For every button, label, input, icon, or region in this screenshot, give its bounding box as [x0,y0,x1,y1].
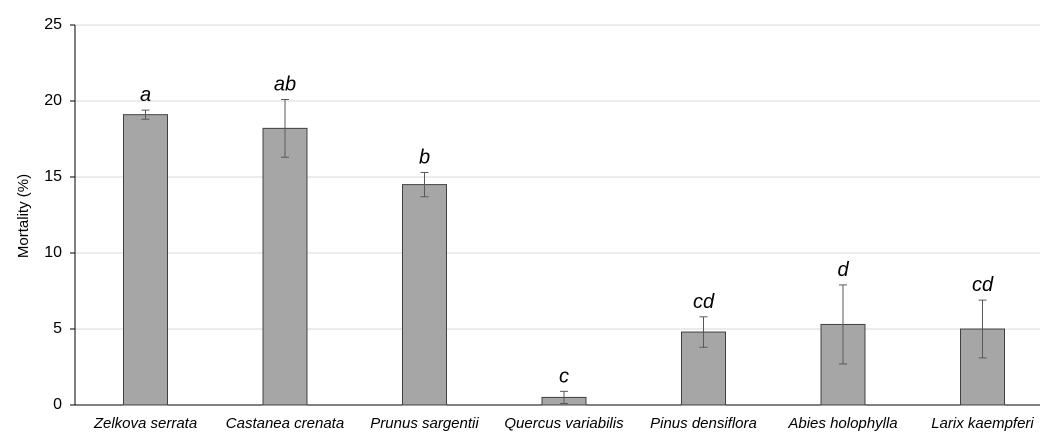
bars [123,114,1005,406]
error-bars [141,98,987,404]
significance-labels: a ab b c cd d cd [140,73,994,387]
y-axis-title: Mortality (%) [15,174,32,258]
bar [123,114,168,406]
category-label: Larix kaempferi [931,415,1034,432]
significance-label: c [559,365,569,387]
y-tick-label: 20 [44,92,62,109]
category-label: Prunus sargentii [370,415,479,432]
bar [402,184,447,406]
category-label: Zelkova serrata [93,415,197,432]
y-tick-label: 10 [44,244,62,261]
significance-label: a [140,84,151,106]
category-label: Quercus variabilis [504,415,624,432]
category-label: Abies holophylla [787,415,897,432]
significance-label: d [837,259,849,281]
significance-label: cd [693,291,715,313]
y-tick-label: 15 [44,168,62,185]
y-tick-label: 5 [53,320,62,337]
significance-label: cd [972,274,994,296]
bar [262,127,308,406]
category-label: Castanea crenata [226,415,344,432]
y-tick-label: 25 [44,16,62,33]
gridlines [75,24,1040,330]
y-tick-label: 0 [53,396,62,413]
category-labels: Zelkova serrata Castanea crenata Prunus sa… [93,415,1035,432]
significance-label: b [419,146,430,168]
axes [70,24,1040,406]
y-tick-labels: 0 5 10 15 20 25 [44,16,62,413]
significance-label: ab [274,73,296,95]
category-label: Pinus densiflora [650,415,757,432]
